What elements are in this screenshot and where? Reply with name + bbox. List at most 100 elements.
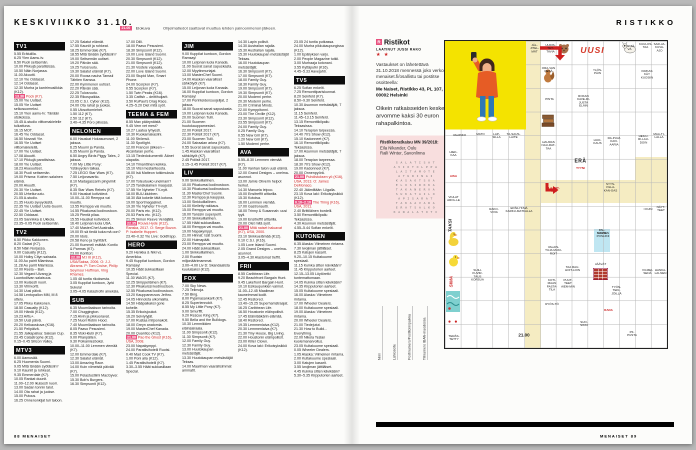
- channel-header-jim: JIM: [182, 42, 233, 51]
- movie-entry: 21.00 Pao the Ghost (K16), USA, 2008.: [126, 335, 172, 344]
- movie-time-badge: 21.00: [294, 174, 305, 180]
- crossword-author: LAATINUT JUSSI RAKO: [376, 48, 422, 52]
- form-field: Tilinumero IBAN-muodossa: [423, 306, 428, 360]
- crossword-answer-uusi: UUSI: [580, 45, 605, 55]
- crossword-clue: TYÖN-TEKI-JÖILLÄ: [611, 286, 622, 296]
- books-icon: [541, 114, 555, 127]
- crossword-clue: TYYNI: [576, 167, 585, 170]
- channel-header-tv5: TV5: [294, 75, 345, 85]
- form-field-label: Nimi: [378, 353, 382, 360]
- channel-listing: 6.35 Alaska: Viimeinen rintama. 7.30 Iwoj…: [294, 241, 345, 378]
- crossword-clue: PII-PUSTA: [627, 331, 637, 338]
- channel-header-mtv3: MTV3: [14, 345, 65, 355]
- listing-column: 17.25 Salatut elämät. 17.55 Kauniit ja ro…: [70, 40, 121, 429]
- crossword-clue: TAA RAU-HOIT-LOIN: [565, 266, 581, 273]
- solution-title: Ristikkoratkaisu MN 39/2018:: [380, 139, 439, 145]
- crossword-clue: RYÖS-TÖ: [545, 303, 559, 306]
- channel-header-ava: AVA: [238, 148, 289, 157]
- crossword-clue: LAAVIT-TAA: [548, 187, 560, 194]
- crossword-grid: ● ● JÄL-JITEL-MÄT UUDIS-TET-TAVIA UUSI PYY-…: [444, 40, 668, 349]
- difficulty-stars: ★ ★: [376, 52, 390, 58]
- solution-row: S U K A T A I L O: [395, 192, 436, 196]
- movie-entry: 22.30 M:I III (K12), USA/Saksa, 2006. O:…: [70, 255, 118, 277]
- movie-entry: 0.10–2.10 The Thing (K16), USA, 2011.: [294, 199, 340, 209]
- channel-listing: 6.00 Aamusää. 6.25 Huomenta Suomi. 9.05 Mi…: [14, 355, 63, 403]
- crossword-clue: NÄYT-TEET: [656, 206, 666, 213]
- channel-listing: 9.00 Sinkkuillallinen. 10.00 Pikakurssi k…: [182, 178, 230, 272]
- form-field: Nimi: [378, 306, 383, 360]
- channel-header-fox: FOX: [182, 273, 233, 283]
- magazine-pages: KESKIVIIKKO 31.10. 21.00 Elokuva Ohjelma…: [4, 6, 692, 444]
- movie-legend-label: Elokuva: [135, 26, 150, 31]
- crossword-clue: RA-PUJA KAVI-AARIA: [607, 137, 621, 147]
- channel-header-tv2: TV2: [14, 227, 65, 237]
- crossword-clue: VAHINKO: [452, 134, 467, 137]
- solution-row: A P I S A R A T: [398, 196, 433, 201]
- crossword-clue: KOTI-MAAN PASTA-TILA: [546, 279, 558, 292]
- movie-time-badge: 0.10–2.10: [294, 199, 312, 205]
- crossword-clue: HIEK-KAA: [449, 151, 458, 158]
- channel-listing: 9.20 Henkka & Niki vs. Amerikka. 9.45 Kup…: [126, 250, 175, 374]
- crossword-clue: PAL-KASTA: [597, 229, 607, 236]
- crossword-clue: JÄL-JITEL-MÄT: [530, 44, 539, 54]
- listing-disclaimer: Ohjelmatiedot saattavat muuttua lehden p…: [163, 26, 277, 31]
- channel-listing: 17.00 Dilli. 18.00 Paavo Pesusieni. 18.30 …: [126, 40, 169, 108]
- channel-listing: 6.35 Muumilaakson tarinoita. 7.00 Chuggin…: [70, 305, 119, 387]
- crossword-clue: VII-MEI-SENÄ: [642, 269, 653, 276]
- crossword-clue: AISA: [449, 175, 458, 178]
- channel-header-kutonen: KUTONEN: [294, 232, 345, 241]
- listing-column: JIM 9.00 Kuppilat kuntoon, Gordon Ramsay!…: [182, 40, 233, 429]
- crossword-clue: SYYS-VILLA-KAN-GAS: [603, 183, 618, 193]
- crossword-answer-rada: RADA: [604, 309, 613, 312]
- channel-header-frii: FRII: [238, 261, 289, 271]
- form-field-line: [382, 306, 383, 360]
- squirrel-icon: [544, 69, 555, 83]
- flowers-icon: ● ●: [448, 319, 459, 325]
- prize-text: Oikein ratkaisseiden kesken arvomme kaks…: [376, 105, 448, 127]
- channel-listing: 7.00 Sky News. 7.25 Tellmoja. 7.50 Bing. 8.…: [182, 283, 233, 373]
- channel-listing: 17.25 Salatut elämät. 17.55 Kauniit ja ro…: [70, 40, 117, 125]
- crossword-clue: HANKA-LAI-NEN: [654, 269, 667, 276]
- listing-column: 14.30 Lapin poliisit. 14.30 Australian ra…: [238, 40, 289, 429]
- entry-instructions: Vastaukset on lähetettävä 31.10.2018 men…: [376, 62, 451, 86]
- crossword-clue: TA-SAUS-LAITE: [506, 133, 521, 140]
- form-field-label: Tilinumero IBAN-muodossa: [423, 317, 427, 360]
- page-title-ristikko: RISTIKKO: [616, 18, 676, 27]
- movie-time-badge: 22.30: [70, 255, 81, 260]
- selfie-illustration: [445, 41, 526, 130]
- ristikot-logo-text: Ristikot: [384, 38, 410, 46]
- channel-listing: 23.05 24 tuntia putkassa. 24.00 Murha pik…: [294, 40, 344, 74]
- solution-winners: Eila Nikander, Oulu Raili Winter, Savonl…: [380, 145, 425, 156]
- crossword-clue: HUO-KAUS: [593, 139, 602, 146]
- channel-listing: 8.55 Caribbean Life. 9.20 Beachfront Barg…: [238, 271, 289, 353]
- crossword-clue: SININEN POSLIINI: [596, 232, 610, 239]
- movie-entry: 22.35 Rouva Hyde (K12), Ranska, 2017. O:…: [126, 221, 177, 235]
- channel-header-tv1: TV1: [14, 42, 65, 51]
- crossword-clue: I KUIN: [643, 208, 653, 211]
- red-arrow-icon: [540, 46, 565, 61]
- solution-row: K A N A L A T O T I: [393, 210, 438, 214]
- crossword-clue: SIMA: [448, 276, 454, 288]
- ristikot-logo-icon: R: [376, 39, 382, 45]
- form-field: Postinumero/Postitoimipaikka: [408, 306, 413, 360]
- channel-header-sub: SUB: [70, 295, 121, 305]
- movie-entry: 21.00 Puhdistuksen yö (K16), USA, 2013. …: [294, 174, 344, 188]
- crossword-clue: UUDIS-TET-TAVIA: [545, 44, 556, 54]
- solution-row: T A K A N E R V A: [395, 187, 436, 192]
- movie-entry: 13.30 Pock (K7).: [14, 93, 43, 99]
- chick-icon: [449, 255, 460, 267]
- movie-time-badge: 21.00: [120, 26, 132, 31]
- crossword-clue: TERÄS-TETTY: [448, 335, 460, 342]
- movie-entry: 21.00 Mitä naiset haluavat (K7), USA, 20…: [238, 225, 282, 235]
- crossword-sidebar: R Ristikot LAATINUT JUSSI RAKO ★ ★ Vasta…: [376, 38, 455, 219]
- channel-listing: 9.00 Kuppilat kuntoon, Gordon Ramsay! 10.…: [182, 51, 233, 167]
- solution-row: K A S A O T S O A: [395, 178, 436, 183]
- water-icon: [446, 291, 460, 312]
- crossword-clue: ORA-VAN PESÄ: [541, 67, 556, 74]
- crossword-clue: VALAIS-TUJA MUKI-ROIT: [545, 246, 562, 256]
- page-number-left: 88 MENAISET: [14, 434, 52, 439]
- movie-time-badge: 21.00: [126, 335, 137, 340]
- crossword-clue: VIULAT AROL-LE: [447, 196, 460, 203]
- form-field-label: Lähiosoite: [393, 344, 397, 360]
- listing-column: 17.00 Dilli. 18.00 Paavo Pesusieni. 18.30 …: [126, 40, 177, 429]
